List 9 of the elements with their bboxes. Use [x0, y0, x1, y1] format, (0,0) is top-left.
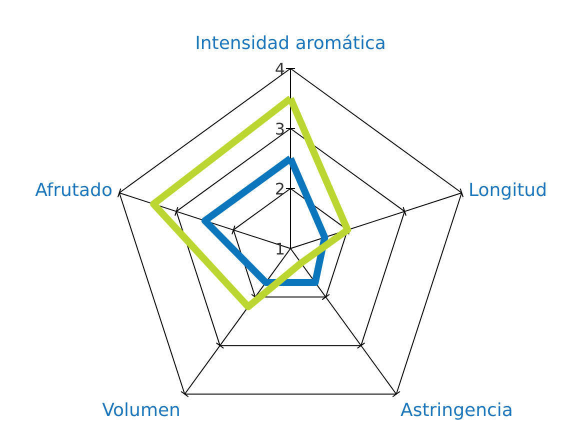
spoke-label: Volumen: [102, 400, 180, 421]
y-tick-label: 4: [274, 60, 286, 78]
spoke-label: Intensidad aromática: [195, 33, 386, 54]
spoke-label: Astringencia: [400, 400, 513, 421]
y-tick-label: 2: [274, 180, 286, 198]
spoke-label: Longitud: [468, 180, 547, 202]
y-tick-label: 1: [274, 240, 286, 258]
y-tick-label: 3: [274, 120, 286, 138]
spoke-label: Afrutado: [35, 180, 112, 202]
